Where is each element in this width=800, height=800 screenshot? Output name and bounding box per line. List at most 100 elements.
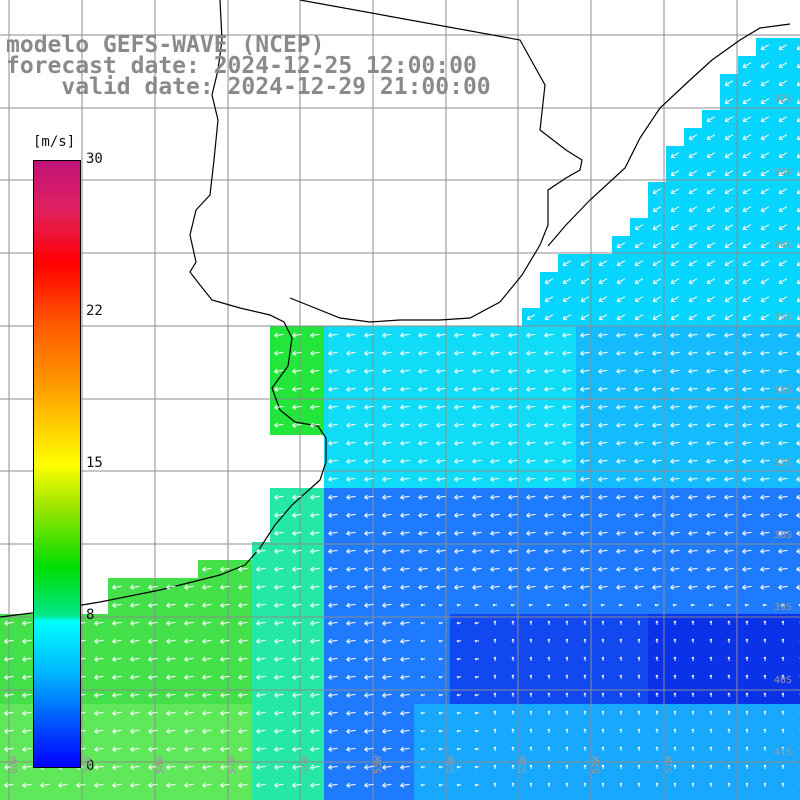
wind-speed-cell xyxy=(342,398,361,417)
wind-speed-cell xyxy=(378,488,397,507)
wind-arrow xyxy=(382,458,392,464)
wind-speed-cell xyxy=(792,704,800,723)
wind-arrow xyxy=(706,584,716,590)
wind-arrow xyxy=(382,638,392,644)
wind-speed-cell xyxy=(756,488,775,507)
wind-speed-cell xyxy=(720,110,739,129)
wind-speed-cell xyxy=(270,614,289,633)
wind-arrow xyxy=(745,746,749,752)
wind-arrow xyxy=(346,476,356,482)
wind-speed-cell xyxy=(738,578,757,597)
wind-speed-cell xyxy=(756,308,775,327)
wind-speed-cell xyxy=(54,794,73,800)
wind-arrow xyxy=(796,63,800,69)
wind-speed-cell xyxy=(612,398,631,417)
wind-speed-cell xyxy=(774,272,793,291)
wind-arrow xyxy=(436,386,446,392)
wind-speed-cell xyxy=(540,308,559,327)
wind-arrow xyxy=(364,656,374,662)
wind-arrow xyxy=(382,530,392,536)
wind-speed-cell xyxy=(216,614,235,633)
wind-speed-cell xyxy=(126,578,145,597)
wind-speed-cell xyxy=(756,92,775,111)
wind-speed-cell xyxy=(414,434,433,453)
wind-arrow xyxy=(763,728,767,734)
wind-arrow xyxy=(493,710,497,716)
wind-speed-cell xyxy=(468,740,487,759)
wind-arrow xyxy=(670,530,680,536)
wind-speed-cell xyxy=(432,632,451,651)
wind-arrow xyxy=(670,224,680,231)
wind-arrow xyxy=(529,764,533,770)
lat-label: 37S xyxy=(773,458,792,469)
wind-speed-cell xyxy=(324,416,343,435)
wind-speed-cell xyxy=(720,560,739,579)
wind-speed-cell xyxy=(306,506,325,525)
wind-speed-cell xyxy=(396,542,415,561)
wind-arrow xyxy=(634,368,644,374)
wind-arrow xyxy=(511,710,515,716)
wind-speed-cell xyxy=(180,704,199,723)
wind-arrow xyxy=(778,458,788,464)
wind-arrow xyxy=(760,98,770,105)
wind-arrow xyxy=(490,584,500,590)
wind-arrow xyxy=(400,458,410,464)
wind-arrow xyxy=(691,638,695,644)
wind-speed-cell xyxy=(558,452,577,471)
wind-speed-cell xyxy=(342,488,361,507)
wind-arrow xyxy=(688,296,698,303)
wind-speed-cell xyxy=(792,596,800,615)
wind-speed-cell xyxy=(648,182,667,201)
wind-arrow xyxy=(220,728,230,734)
wind-arrow xyxy=(544,296,554,303)
wind-speed-cell xyxy=(558,560,577,579)
wind-speed-cell xyxy=(252,794,271,800)
wind-arrow xyxy=(328,638,338,644)
wind-speed-cell xyxy=(18,632,37,651)
wind-arrow xyxy=(400,512,410,518)
wind-speed-cell xyxy=(432,524,451,543)
wind-speed-cell xyxy=(432,542,451,561)
wind-speed-cell xyxy=(720,596,739,615)
wind-arrow xyxy=(148,710,158,716)
wind-speed-cell xyxy=(774,110,793,129)
wind-arrow xyxy=(22,746,32,752)
wind-arrow xyxy=(508,584,518,590)
wind-speed-cell xyxy=(450,776,469,795)
wind-speed-cell xyxy=(468,668,487,687)
wind-arrow xyxy=(400,350,410,356)
wind-speed-cell xyxy=(180,632,199,651)
wind-arrow xyxy=(670,278,680,285)
wind-arrow xyxy=(742,260,752,267)
wind-arrow xyxy=(760,548,770,554)
wind-arrow xyxy=(364,602,374,608)
wind-speed-cell xyxy=(684,254,703,273)
wind-arrow xyxy=(472,386,482,392)
wind-arrow xyxy=(328,404,338,410)
wind-arrow xyxy=(670,548,680,554)
wind-arrow xyxy=(706,242,716,249)
wind-arrow xyxy=(760,278,770,285)
wind-arrow xyxy=(670,476,680,482)
wind-arrow xyxy=(601,620,605,626)
wind-arrow xyxy=(724,404,734,410)
wind-arrow xyxy=(706,386,716,392)
wind-arrow xyxy=(742,566,752,572)
wind-arrow xyxy=(526,548,536,554)
wind-arrow xyxy=(580,278,590,285)
wind-arrow xyxy=(436,512,446,518)
wind-arrow xyxy=(619,638,623,644)
wind-arrow xyxy=(508,512,518,518)
wind-speed-cell xyxy=(774,290,793,309)
wind-arrow xyxy=(652,440,662,446)
wind-arrow xyxy=(400,440,410,446)
wind-speed-cell xyxy=(774,434,793,453)
wind-speed-cell xyxy=(504,380,523,399)
wind-speed-cell xyxy=(540,542,559,561)
wind-arrow xyxy=(637,728,641,734)
wind-arrow xyxy=(346,656,356,662)
wind-speed-cell xyxy=(216,722,235,741)
wind-speed-cell xyxy=(648,596,667,615)
wind-speed-cell xyxy=(288,704,307,723)
